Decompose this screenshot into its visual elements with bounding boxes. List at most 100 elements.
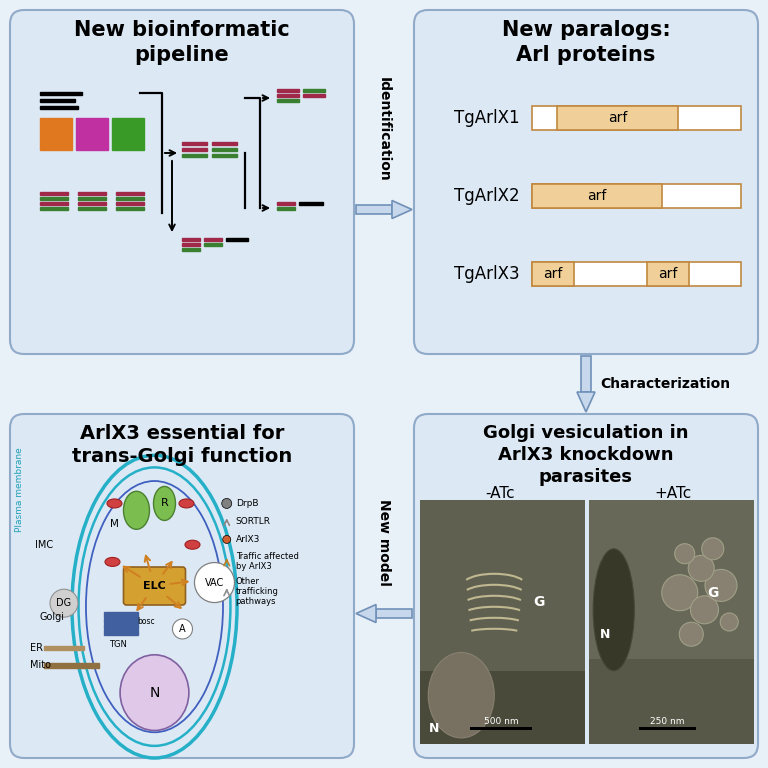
Bar xyxy=(40,105,78,109)
Text: ArlX3 essential for
trans-Golgi function: ArlX3 essential for trans-Golgi function xyxy=(72,424,292,466)
Text: Traffic affected
by ArlX3: Traffic affected by ArlX3 xyxy=(236,551,299,571)
Circle shape xyxy=(690,596,719,624)
Text: 250 nm: 250 nm xyxy=(650,717,684,726)
Bar xyxy=(182,154,207,157)
Circle shape xyxy=(173,619,193,639)
FancyBboxPatch shape xyxy=(647,262,689,286)
Text: TgArlX2: TgArlX2 xyxy=(455,187,520,205)
Text: Characterization: Characterization xyxy=(600,377,730,391)
Text: IMC: IMC xyxy=(35,540,53,550)
Bar xyxy=(78,197,106,200)
FancyBboxPatch shape xyxy=(124,567,186,605)
Text: ArlX3: ArlX3 xyxy=(236,535,260,544)
Bar xyxy=(116,192,144,195)
Text: N: N xyxy=(429,721,439,734)
Bar xyxy=(44,663,99,668)
Bar xyxy=(40,91,82,95)
Polygon shape xyxy=(392,200,412,219)
Text: DrpB: DrpB xyxy=(236,499,258,508)
Bar xyxy=(78,207,106,210)
Bar xyxy=(212,148,237,151)
Bar xyxy=(76,118,108,150)
Circle shape xyxy=(675,544,695,564)
Text: +ATc: +ATc xyxy=(654,486,691,502)
Circle shape xyxy=(223,535,230,544)
Text: ER: ER xyxy=(30,643,43,653)
FancyBboxPatch shape xyxy=(532,184,741,208)
Ellipse shape xyxy=(429,653,495,738)
Bar xyxy=(40,207,68,210)
Text: N: N xyxy=(149,686,160,700)
Bar xyxy=(182,238,200,241)
Ellipse shape xyxy=(105,558,120,567)
Circle shape xyxy=(688,555,714,581)
Ellipse shape xyxy=(593,549,634,670)
Bar xyxy=(182,248,200,251)
FancyBboxPatch shape xyxy=(532,106,741,130)
FancyBboxPatch shape xyxy=(10,414,354,758)
Text: Identification: Identification xyxy=(377,77,391,181)
Bar xyxy=(638,727,697,730)
Bar xyxy=(212,154,237,157)
Text: VAC: VAC xyxy=(205,578,224,588)
FancyBboxPatch shape xyxy=(557,106,678,130)
Bar xyxy=(376,608,412,618)
Polygon shape xyxy=(356,604,376,623)
Ellipse shape xyxy=(185,540,200,549)
Ellipse shape xyxy=(120,655,189,730)
Bar xyxy=(104,612,138,617)
Bar xyxy=(40,202,68,205)
Text: Mito: Mito xyxy=(30,660,51,670)
Circle shape xyxy=(680,622,703,646)
FancyBboxPatch shape xyxy=(414,10,758,354)
Bar xyxy=(104,631,138,635)
Text: SORTLR: SORTLR xyxy=(236,517,271,526)
Text: M: M xyxy=(110,519,119,529)
Text: Other
trafficking
pathways: Other trafficking pathways xyxy=(236,577,279,607)
Bar xyxy=(277,99,299,102)
Text: 500 nm: 500 nm xyxy=(484,717,518,726)
Bar xyxy=(44,647,84,650)
Bar xyxy=(116,202,144,205)
Ellipse shape xyxy=(179,499,194,508)
Bar xyxy=(581,356,591,392)
Circle shape xyxy=(194,562,234,603)
Text: ELC: ELC xyxy=(143,581,166,591)
Text: Golgi vesiculation in
ArlX3 knockdown
parasites: Golgi vesiculation in ArlX3 knockdown pa… xyxy=(483,424,689,486)
Bar xyxy=(277,89,299,92)
Bar xyxy=(420,500,585,670)
Bar xyxy=(277,207,295,210)
Bar xyxy=(212,142,237,145)
Text: TgArlX1: TgArlX1 xyxy=(455,109,520,127)
Text: -ATc: -ATc xyxy=(485,486,515,502)
Text: R: R xyxy=(161,498,168,508)
Polygon shape xyxy=(577,392,595,412)
Circle shape xyxy=(720,613,738,631)
Bar xyxy=(182,148,207,151)
FancyBboxPatch shape xyxy=(10,10,354,354)
Bar xyxy=(112,118,144,150)
Bar xyxy=(589,500,754,659)
Bar xyxy=(277,202,295,205)
Bar xyxy=(204,238,222,241)
Circle shape xyxy=(702,538,723,560)
Ellipse shape xyxy=(124,492,150,529)
Bar xyxy=(40,192,68,195)
Bar xyxy=(182,243,200,246)
Bar xyxy=(40,197,68,200)
Text: TGN: TGN xyxy=(110,641,127,650)
Bar xyxy=(303,89,325,92)
Text: arf: arf xyxy=(608,111,627,125)
Text: New model: New model xyxy=(377,498,391,585)
Bar xyxy=(356,204,392,214)
Bar xyxy=(204,243,222,246)
Circle shape xyxy=(50,589,78,617)
Bar xyxy=(40,118,72,150)
Text: arf: arf xyxy=(658,267,677,281)
Text: Plasma membrane: Plasma membrane xyxy=(15,447,25,532)
FancyBboxPatch shape xyxy=(414,414,758,758)
Circle shape xyxy=(222,498,232,508)
Text: TgArlX3: TgArlX3 xyxy=(455,265,520,283)
Text: arf: arf xyxy=(587,189,607,203)
FancyBboxPatch shape xyxy=(532,262,574,286)
